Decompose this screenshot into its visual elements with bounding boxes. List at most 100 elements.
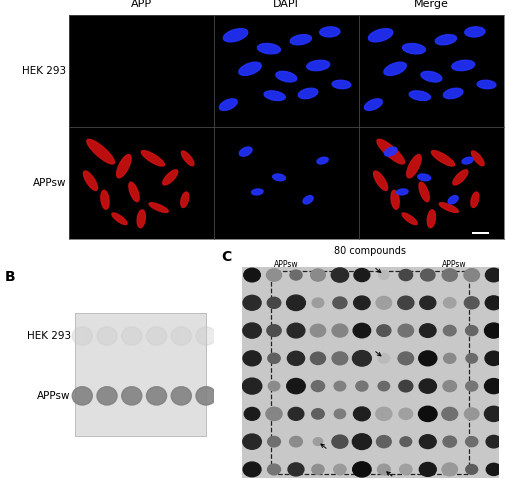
Circle shape <box>171 387 191 405</box>
Text: APPsw: APPsw <box>442 260 467 269</box>
Circle shape <box>243 295 261 310</box>
Ellipse shape <box>427 210 436 228</box>
Ellipse shape <box>317 157 328 164</box>
Circle shape <box>466 465 477 474</box>
Circle shape <box>352 434 372 450</box>
Ellipse shape <box>364 99 382 111</box>
Circle shape <box>442 269 457 281</box>
Circle shape <box>354 269 370 282</box>
Circle shape <box>377 325 391 337</box>
Circle shape <box>420 296 436 309</box>
Ellipse shape <box>223 29 248 42</box>
Circle shape <box>442 407 458 421</box>
Ellipse shape <box>112 213 127 225</box>
Circle shape <box>353 323 371 338</box>
Circle shape <box>171 327 191 345</box>
Text: Merge: Merge <box>414 0 449 9</box>
Circle shape <box>398 352 413 365</box>
Circle shape <box>290 437 302 447</box>
Circle shape <box>287 323 305 338</box>
Ellipse shape <box>384 147 397 156</box>
Circle shape <box>244 268 260 282</box>
Circle shape <box>399 380 413 392</box>
Text: HEK 293: HEK 293 <box>26 331 71 341</box>
Circle shape <box>288 407 304 421</box>
Circle shape <box>313 438 323 446</box>
Circle shape <box>352 351 371 366</box>
Circle shape <box>398 324 413 337</box>
Circle shape <box>312 298 324 307</box>
Ellipse shape <box>181 151 194 166</box>
Text: APPsw: APPsw <box>37 391 71 401</box>
Text: DAPI: DAPI <box>273 0 299 9</box>
Circle shape <box>399 270 413 281</box>
Circle shape <box>419 379 436 393</box>
Ellipse shape <box>374 171 388 191</box>
Circle shape <box>400 464 412 474</box>
Circle shape <box>442 463 458 476</box>
Circle shape <box>377 436 391 448</box>
Text: B: B <box>5 270 16 284</box>
Ellipse shape <box>377 139 405 164</box>
Ellipse shape <box>83 171 98 191</box>
Circle shape <box>419 324 436 338</box>
Text: APPsw: APPsw <box>33 178 66 188</box>
Circle shape <box>443 381 457 392</box>
Circle shape <box>243 462 261 477</box>
Ellipse shape <box>403 43 426 54</box>
Circle shape <box>266 407 282 421</box>
Circle shape <box>466 354 477 363</box>
Ellipse shape <box>290 35 312 45</box>
Ellipse shape <box>435 35 457 45</box>
Ellipse shape <box>432 150 455 166</box>
Circle shape <box>419 351 437 366</box>
Circle shape <box>464 297 479 309</box>
Circle shape <box>243 323 261 338</box>
Ellipse shape <box>397 189 408 195</box>
Ellipse shape <box>391 190 399 209</box>
Circle shape <box>333 297 347 309</box>
Circle shape <box>147 387 166 405</box>
Ellipse shape <box>471 151 484 166</box>
Circle shape <box>122 327 142 345</box>
Circle shape <box>287 295 305 310</box>
Circle shape <box>400 437 412 447</box>
Circle shape <box>485 351 502 366</box>
Circle shape <box>243 351 261 366</box>
Circle shape <box>147 327 166 345</box>
Circle shape <box>376 296 391 309</box>
Ellipse shape <box>239 147 252 156</box>
Circle shape <box>267 325 281 337</box>
Circle shape <box>378 381 389 391</box>
Text: APP: APP <box>131 0 152 9</box>
Circle shape <box>310 269 325 281</box>
Ellipse shape <box>332 80 351 89</box>
Circle shape <box>268 464 280 475</box>
Ellipse shape <box>163 170 178 185</box>
Bar <box>74 313 206 437</box>
Ellipse shape <box>452 60 475 70</box>
Ellipse shape <box>273 174 286 181</box>
Ellipse shape <box>439 203 459 212</box>
Circle shape <box>312 409 324 419</box>
Circle shape <box>486 463 501 475</box>
Circle shape <box>419 462 436 476</box>
Text: APPsw: APPsw <box>274 260 299 269</box>
Ellipse shape <box>239 62 261 75</box>
Circle shape <box>398 296 414 309</box>
Circle shape <box>485 379 503 394</box>
Circle shape <box>268 353 280 363</box>
Text: 80 compounds: 80 compounds <box>334 246 406 256</box>
Circle shape <box>353 462 371 477</box>
Circle shape <box>97 327 117 345</box>
Circle shape <box>443 298 456 308</box>
Circle shape <box>287 378 305 394</box>
Circle shape <box>486 268 502 282</box>
Circle shape <box>464 269 479 281</box>
Circle shape <box>486 436 501 448</box>
Circle shape <box>97 387 117 405</box>
Ellipse shape <box>448 196 458 204</box>
Circle shape <box>334 464 346 474</box>
Circle shape <box>268 437 280 447</box>
Circle shape <box>332 352 348 365</box>
